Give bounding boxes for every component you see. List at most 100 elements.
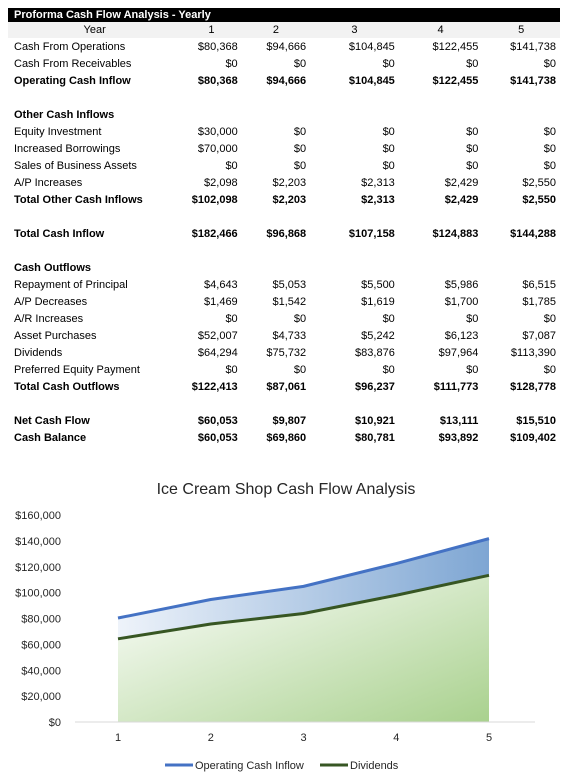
- row-label: A/R Increases: [8, 310, 182, 327]
- x-tick-label: 1: [115, 732, 121, 744]
- row-value: [310, 259, 399, 276]
- y-tick-label: $120,000: [15, 562, 61, 574]
- row-value: $15,510: [516, 414, 556, 427]
- row-label: Cash Balance: [8, 429, 182, 446]
- row-value: $0: [382, 57, 395, 70]
- header-year-4: 4: [398, 22, 483, 38]
- table-row: Increased Borrowings $70,000 $0 $0 $0 $0: [8, 140, 560, 157]
- row-value: [482, 89, 560, 106]
- row-value: $111,773: [433, 380, 479, 393]
- row-value: $144,288: [510, 227, 556, 240]
- header-year-label: Year: [8, 22, 182, 38]
- table-row: Total Cash Outflows $122,413 $87,061 $96,23…: [8, 378, 560, 395]
- table-row: [8, 242, 560, 259]
- row-value: [399, 395, 483, 412]
- table-row: [8, 208, 560, 225]
- header-year-3: 3: [310, 22, 399, 38]
- cash-flow-table: Year 1 2 3 4 5 Cash From Operations $80,368 $94,…: [8, 22, 560, 446]
- row-value: $2,550: [522, 176, 556, 189]
- row-value: $0: [225, 57, 238, 70]
- row-value: $0: [382, 125, 395, 138]
- row-label: Total Cash Inflow: [8, 225, 182, 242]
- chart-title: Ice Cream Shop Cash Flow Analysis: [157, 481, 416, 498]
- row-value: $2,098: [204, 176, 238, 189]
- row-value: $109,402: [510, 431, 556, 444]
- row-value: $0: [466, 312, 479, 325]
- row-label: [8, 89, 182, 106]
- row-label: Cash From Receivables: [8, 55, 182, 72]
- y-tick-label: $140,000: [15, 536, 61, 548]
- row-value: $4,733: [272, 329, 307, 342]
- row-value: $104,845: [348, 74, 395, 87]
- row-value: $6,123: [444, 329, 479, 342]
- row-label: Total Other Cash Inflows: [8, 191, 182, 208]
- row-value: $0: [543, 312, 556, 325]
- row-value: $60,053: [197, 431, 238, 444]
- row-value: $52,007: [197, 329, 238, 342]
- row-value: $128,778: [510, 380, 556, 393]
- row-value: $80,781: [355, 431, 395, 444]
- row-value: $5,053: [272, 278, 307, 291]
- row-label: Equity Investment: [8, 123, 182, 140]
- row-value: $0: [382, 159, 395, 172]
- row-value: [310, 106, 399, 123]
- row-value: $30,000: [197, 125, 238, 138]
- row-value: [399, 242, 483, 259]
- row-value: $0: [293, 363, 307, 376]
- row-value: $1,542: [272, 295, 307, 308]
- row-value: [181, 395, 241, 412]
- row-label: Dividends: [8, 344, 182, 361]
- row-value: $0: [382, 142, 395, 155]
- row-value: [482, 395, 560, 412]
- row-label: [8, 208, 182, 225]
- y-axis: $0 $20,000 $40,000 $60,000 $80,000 $100,000 $1…: [15, 510, 61, 729]
- row-value: $96,868: [266, 227, 307, 240]
- row-value: $96,237: [355, 380, 395, 393]
- table-row: Equity Investment $30,000 $0 $0 $0 $0: [8, 123, 560, 140]
- x-tick-label: 5: [486, 732, 492, 744]
- x-tick-label: 4: [393, 732, 399, 744]
- table-row: Preferred Equity Payment $0 $0 $0 $0 $0: [8, 361, 560, 378]
- row-value: $2,550: [522, 193, 556, 206]
- row-value: $0: [293, 142, 307, 155]
- row-value: $0: [293, 125, 307, 138]
- row-value: $93,892: [438, 431, 479, 444]
- table-row: Sales of Business Assets $0 $0 $0 $0 $0: [8, 157, 560, 174]
- row-value: $113,390: [510, 346, 556, 359]
- row-value: $5,986: [444, 278, 479, 291]
- row-label: [8, 242, 182, 259]
- row-value: $87,061: [266, 380, 307, 393]
- x-axis: 1 2 3 4 5: [75, 721, 535, 744]
- row-value: [242, 106, 310, 123]
- table-row: Asset Purchases $52,007 $4,733 $5,242 $6,123…: [8, 327, 560, 344]
- table-row: Cash Balance $60,053 $69,860 $80,781 $93,892…: [8, 429, 560, 446]
- cash-flow-chart: Ice Cream Shop Cash Flow Analysis $0 $20,…: [15, 481, 535, 772]
- header-year-5: 5: [482, 22, 560, 38]
- row-value: $0: [466, 159, 479, 172]
- row-value: $9,807: [272, 414, 307, 427]
- row-label: Other Cash Inflows: [8, 106, 182, 123]
- row-label: Preferred Equity Payment: [8, 361, 182, 378]
- line-operating-cash-inflow: [117, 537, 490, 620]
- row-value: [482, 106, 560, 123]
- area-dividends: [118, 575, 489, 722]
- row-value: [310, 242, 399, 259]
- y-tick-label: $0: [49, 717, 61, 729]
- row-value: $0: [466, 57, 479, 70]
- row-value: [399, 208, 483, 225]
- row-value: $69,860: [266, 431, 307, 444]
- row-value: [482, 242, 560, 259]
- row-value: [242, 259, 310, 276]
- cash-flow-sheet: Proforma Cash Flow Analysis - Yearly Yea…: [8, 8, 560, 446]
- row-value: $1,619: [361, 295, 395, 308]
- row-value: $60,053: [197, 414, 238, 427]
- row-value: [181, 89, 241, 106]
- row-value: $0: [543, 363, 556, 376]
- legend-label: Dividends: [350, 760, 399, 772]
- row-value: $5,242: [361, 329, 395, 342]
- header-row: Year 1 2 3 4 5: [8, 22, 560, 38]
- sheet-title: Proforma Cash Flow Analysis - Yearly: [8, 8, 560, 22]
- row-value: $70,000: [197, 142, 238, 155]
- row-value: $5,500: [361, 278, 395, 291]
- y-tick-label: $80,000: [21, 614, 61, 626]
